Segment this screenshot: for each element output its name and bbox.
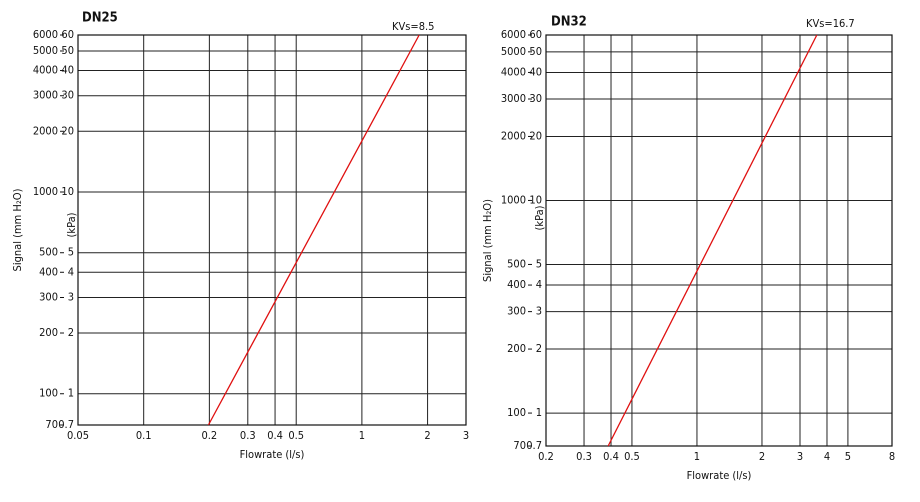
x-tick-label: 2 bbox=[424, 429, 430, 442]
y-tick-label: 6000 bbox=[33, 28, 58, 41]
y-axis-label: Signal (mm H₂O) bbox=[481, 199, 494, 282]
x-axis-label: Flowrate (l/s) bbox=[687, 469, 752, 482]
y-tick-label: 500 bbox=[507, 257, 526, 270]
y2-tick-label: 3 bbox=[68, 290, 74, 303]
y-tick-label: 100 bbox=[39, 387, 58, 400]
y2-tick-label: 1 bbox=[536, 406, 542, 419]
x-tick-label: 8 bbox=[889, 450, 895, 463]
y2-tick-label: 60 bbox=[529, 28, 542, 41]
x-tick-label: 0.5 bbox=[288, 429, 304, 442]
annotation: KVs=8.5 bbox=[392, 20, 434, 33]
y-tick-label: 1000 bbox=[501, 193, 526, 206]
y2-tick-label: 50 bbox=[529, 45, 542, 58]
x-tick-label: 0.1 bbox=[136, 429, 152, 442]
y-tick-label: 2000 bbox=[501, 129, 526, 142]
x-tick-label: 0.2 bbox=[202, 429, 218, 442]
x-tick-label: 0.2 bbox=[538, 450, 554, 463]
plot-frame bbox=[545, 34, 893, 447]
x-tick-label: 0.4 bbox=[267, 429, 283, 442]
y2-tick-label: 2 bbox=[536, 342, 542, 355]
y2-tick-label: 50 bbox=[61, 44, 74, 57]
x-tick-label: 0.3 bbox=[576, 450, 592, 463]
y2-tick-label: 4 bbox=[68, 265, 74, 278]
y-tick-label: 300 bbox=[39, 290, 58, 303]
y2-tick-label: 40 bbox=[61, 64, 74, 77]
y-axis-label: Signal (mm H₂O) bbox=[11, 188, 24, 271]
y-tick-label: 300 bbox=[507, 305, 526, 318]
y-tick-label: 3000 bbox=[501, 92, 526, 105]
y2-tick-label: 5 bbox=[536, 257, 542, 270]
x-tick-label: 1 bbox=[694, 450, 700, 463]
y2-tick-label: 10 bbox=[529, 193, 542, 206]
x-tick-label: 2 bbox=[759, 450, 765, 463]
x-tick-label: 3 bbox=[463, 429, 469, 442]
y2-tick-label: 30 bbox=[529, 92, 542, 105]
y2-tick-label: 20 bbox=[529, 129, 542, 142]
data-line bbox=[607, 34, 818, 447]
x-tick-label: 1 bbox=[359, 429, 365, 442]
y-tick-label: 100 bbox=[507, 406, 526, 419]
y2-tick-label: 3 bbox=[536, 305, 542, 318]
y-tick-label: 6000 bbox=[501, 28, 526, 41]
plot-frame bbox=[77, 34, 467, 426]
y-tick-label: 70 bbox=[45, 418, 58, 431]
y2-tick-label: 4 bbox=[536, 278, 542, 291]
chart-title: DN25 bbox=[82, 11, 118, 26]
y2-tick-label: 0.7 bbox=[58, 418, 74, 431]
x-tick-label: 0.5 bbox=[624, 450, 640, 463]
y-tick-label: 200 bbox=[507, 342, 526, 355]
x-tick-label: 5 bbox=[845, 450, 851, 463]
y-tick-label: 4000 bbox=[33, 64, 58, 77]
y-tick-label: 2000 bbox=[33, 124, 58, 137]
y-tick-label: 4000 bbox=[501, 65, 526, 78]
y-tick-label: 70 bbox=[513, 439, 526, 452]
y2-tick-label: 60 bbox=[61, 28, 74, 41]
y2-tick-label: 1 bbox=[68, 387, 74, 400]
x-tick-label: 3 bbox=[797, 450, 803, 463]
y-tick-label: 400 bbox=[39, 265, 58, 278]
chart-title: DN32 bbox=[551, 15, 587, 30]
y-tick-label: 400 bbox=[507, 278, 526, 291]
y-tick-label: 1000 bbox=[33, 185, 58, 198]
y2-tick-label: 20 bbox=[61, 124, 74, 137]
y2-tick-label: 30 bbox=[61, 89, 74, 102]
x-tick-label: 0.3 bbox=[240, 429, 256, 442]
x-axis-label: Flowrate (l/s) bbox=[240, 448, 305, 461]
y-tick-label: 500 bbox=[39, 246, 58, 259]
y2-axis-label: (kPa) bbox=[65, 212, 78, 237]
y-tick-label: 5000 bbox=[501, 45, 526, 58]
y2-tick-label: 5 bbox=[68, 246, 74, 259]
y2-tick-label: 10 bbox=[61, 185, 74, 198]
x-tick-label: 4 bbox=[824, 450, 830, 463]
annotation: KVs=16.7 bbox=[806, 17, 855, 30]
y-tick-label: 200 bbox=[39, 326, 58, 339]
data-line bbox=[207, 34, 420, 426]
y-tick-label: 5000 bbox=[33, 44, 58, 57]
y2-tick-label: 40 bbox=[529, 65, 542, 78]
x-tick-label: 0.4 bbox=[603, 450, 619, 463]
y2-tick-label: 0.7 bbox=[526, 439, 542, 452]
y-tick-label: 3000 bbox=[33, 89, 58, 102]
x-tick-label: 0.05 bbox=[67, 429, 89, 442]
y2-axis-label: (kPa) bbox=[533, 205, 546, 230]
y2-tick-label: 2 bbox=[68, 326, 74, 339]
